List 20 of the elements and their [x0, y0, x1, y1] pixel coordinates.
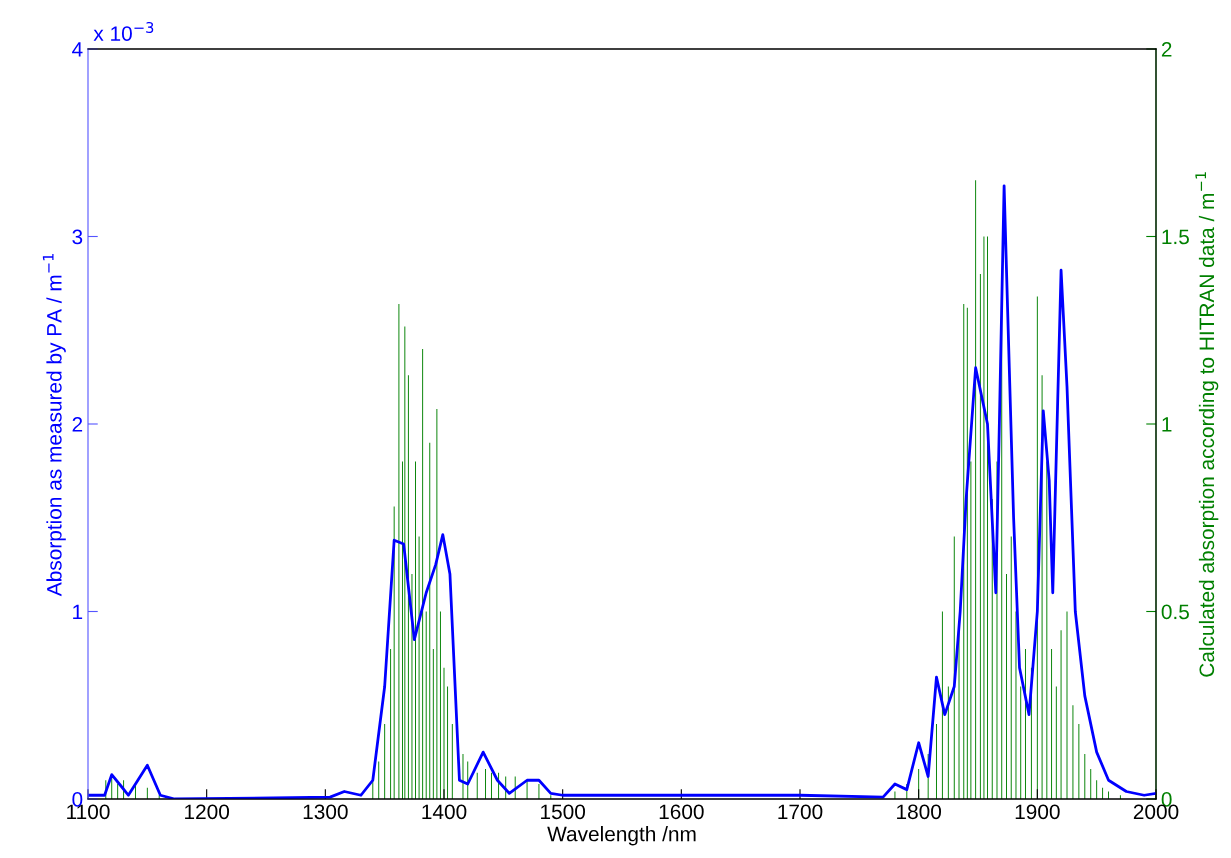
x-tick-label: 1700 — [778, 804, 823, 820]
x-tick-label: 1900 — [1015, 804, 1060, 820]
x-tick-label: 1500 — [541, 804, 586, 820]
y2-tick-label: 1.5 — [1162, 229, 1189, 245]
y2-tick-label: 1 — [1162, 417, 1172, 432]
x-tick-label: 1300 — [303, 804, 348, 820]
x-tick-label: 1600 — [659, 804, 704, 820]
text: x 10$^{−3}$ — [93, 21, 154, 41]
y2-tick-label: 0.5 — [1161, 604, 1189, 620]
y-tick-label: 4 — [72, 42, 83, 57]
x-tick-label: 1800 — [897, 804, 942, 820]
x-tick-label: 1200 — [185, 804, 230, 820]
y-tick-label: 1 — [73, 604, 83, 620]
y2-axis-title: Calculated absorption according to HITRAN data / m$^{−1}$ — [1195, 172, 1219, 677]
y-axis-title: Absorption as measured by PA / m$^{−1}$ — [42, 253, 66, 597]
x-tick-label: 1400 — [422, 804, 467, 820]
y-tick-label: 3 — [72, 229, 83, 245]
y-tick-label: 2 — [72, 417, 83, 432]
x-axis-title: Wavelength /nm — [547, 826, 696, 846]
y2-tick-label: 2 — [1161, 42, 1172, 57]
